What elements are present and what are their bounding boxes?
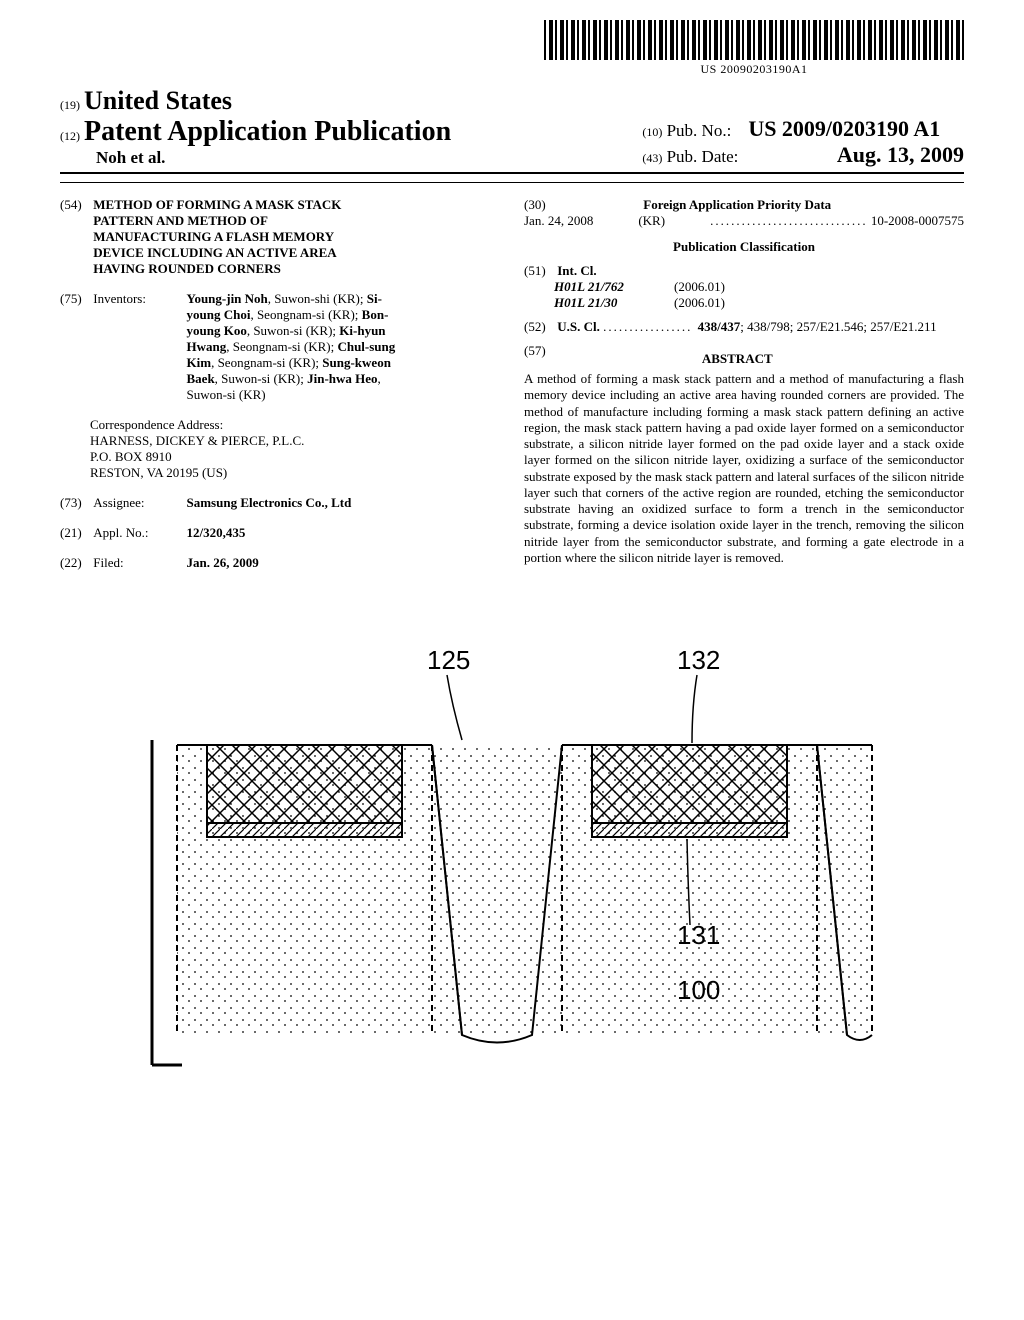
uscl-dots: ................. <box>603 319 698 334</box>
barcode-area: US 20090203190A1 <box>60 20 964 78</box>
pubtype-prefix: (12) <box>60 129 80 143</box>
assignee-label: Assignee: <box>93 495 183 511</box>
filed-label: Filed: <box>93 555 183 571</box>
pubdate-prefix: (43) <box>642 151 662 165</box>
uscl-value-rest: ; 438/798; 257/E21.546; 257/E21.211 <box>740 319 936 334</box>
barcode-bars <box>544 20 964 60</box>
header-rule-thick <box>60 172 964 174</box>
abstract-heading: ABSTRACT <box>557 351 917 367</box>
patent-figure: 125 132 131 100 <box>132 645 892 1075</box>
applno-prefix: (21) <box>60 525 90 541</box>
correspondence-label: Correspondence Address: <box>90 417 500 433</box>
title-prefix: (54) <box>60 197 90 213</box>
inventors-prefix: (75) <box>60 291 90 307</box>
intcl-block: (51) Int. Cl. H01L 21/762 (2006.01) H01L… <box>524 263 964 311</box>
header-country-row: (19) United States <box>60 86 964 116</box>
correspondence-line: P.O. BOX 8910 <box>90 449 500 465</box>
pubno-label: Pub. No.: <box>667 121 732 140</box>
assignee-prefix: (73) <box>60 495 90 511</box>
intcl-prefix: (51) <box>524 263 554 279</box>
pubdate: Aug. 13, 2009 <box>837 142 964 167</box>
barcode-number: US 20090203190A1 <box>544 62 964 77</box>
header-right: (10) Pub. No.: US 2009/0203190 A1 (43) P… <box>642 116 964 168</box>
correspondence-line: RESTON, VA 20195 (US) <box>90 465 500 481</box>
applno-label: Appl. No.: <box>93 525 183 541</box>
abstract-prefix: (57) <box>524 343 554 359</box>
country: United States <box>84 86 232 115</box>
intcl-code: H01L 21/30 <box>554 295 674 311</box>
header-authors: Noh et al. <box>96 148 165 167</box>
intcl-row: H01L 21/762 (2006.01) <box>554 279 964 295</box>
uscl-prefix: (52) <box>524 319 554 335</box>
figure-label-125: 125 <box>427 645 470 676</box>
country-prefix: (19) <box>60 98 80 112</box>
foreign-heading: Foreign Application Priority Data <box>557 197 917 213</box>
pubno: US 2009/0203190 A1 <box>748 116 940 141</box>
document-header: (19) United States (12) Patent Applicati… <box>60 86 964 183</box>
foreign-dots: .............................. <box>710 213 868 228</box>
classification-heading: Publication Classification <box>524 239 964 255</box>
correspondence-line: HARNESS, DICKEY & PIERCE, P.L.C. <box>90 433 500 449</box>
bibliographic-data: (54) METHOD OF FORMING A MASK STACK PATT… <box>60 197 964 585</box>
abstract-text: A method of forming a mask stack pattern… <box>524 371 964 566</box>
intcl-code: H01L 21/762 <box>554 279 674 295</box>
assignee-value: Samsung Electronics Co., Ltd <box>187 495 352 510</box>
uscl-block: (52) U.S. Cl. ................. 438/437;… <box>524 319 964 335</box>
pubdate-label: Pub. Date: <box>667 147 739 166</box>
title-field: (54) METHOD OF FORMING A MASK STACK PATT… <box>60 197 500 277</box>
correspondence-block: Correspondence Address: HARNESS, DICKEY … <box>90 417 500 481</box>
pub-type: Patent Application Publication <box>84 116 451 147</box>
uscl-value-bold: 438/437 <box>698 319 741 334</box>
figure-label-132: 132 <box>677 645 720 676</box>
barcode: US 20090203190A1 <box>544 20 964 77</box>
filed-field: (22) Filed: Jan. 26, 2009 <box>60 555 500 571</box>
foreign-date: Jan. 24, 2008 <box>524 213 593 229</box>
figure-svg <box>132 645 892 1075</box>
intcl-year: (2006.01) <box>674 279 725 295</box>
header-rule-thin <box>60 182 964 183</box>
foreign-prefix: (30) <box>524 197 554 213</box>
applno-value: 12/320,435 <box>187 525 246 540</box>
title-text: METHOD OF FORMING A MASK STACK PATTERN A… <box>93 197 373 277</box>
filed-prefix: (22) <box>60 555 90 571</box>
foreign-number: 10-2008-0007575 <box>871 213 964 228</box>
pubno-prefix: (10) <box>642 125 662 139</box>
filed-value: Jan. 26, 2009 <box>187 555 259 570</box>
intcl-year: (2006.01) <box>674 295 725 311</box>
right-column: (30) Foreign Application Priority Data J… <box>524 197 964 585</box>
intcl-row: H01L 21/30 (2006.01) <box>554 295 964 311</box>
uscl-label: U.S. Cl. <box>557 319 600 334</box>
inventors-label: Inventors: <box>93 291 183 307</box>
foreign-priority-block: (30) Foreign Application Priority Data J… <box>524 197 964 229</box>
applno-field: (21) Appl. No.: 12/320,435 <box>60 525 500 541</box>
foreign-country: (KR) <box>638 213 665 229</box>
intcl-label: Int. Cl. <box>557 263 596 278</box>
left-column: (54) METHOD OF FORMING A MASK STACK PATT… <box>60 197 500 585</box>
figure-label-100: 100 <box>677 975 720 1006</box>
figure-label-131: 131 <box>677 920 720 951</box>
abstract-block: (57) ABSTRACT A method of forming a mask… <box>524 343 964 566</box>
header-left: (12) Patent Application Publication Noh … <box>60 116 451 168</box>
inventors-field: (75) Inventors: Young-jin Noh, Suwon-shi… <box>60 291 500 403</box>
assignee-field: (73) Assignee: Samsung Electronics Co., … <box>60 495 500 511</box>
inventors-list: Young-jin Noh, Suwon-shi (KR); Si-young … <box>187 291 412 403</box>
